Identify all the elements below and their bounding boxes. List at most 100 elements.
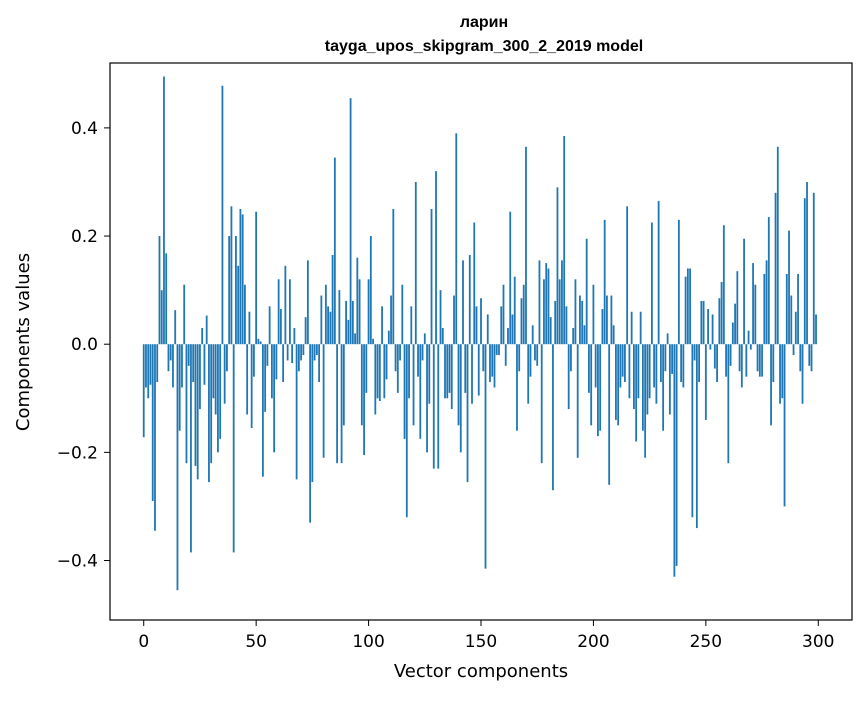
bar xyxy=(408,344,410,399)
bar xyxy=(518,344,521,372)
bar xyxy=(430,209,433,345)
bar xyxy=(734,303,736,345)
bar xyxy=(711,314,714,345)
bars-group xyxy=(142,76,817,591)
bar xyxy=(498,344,500,356)
bar xyxy=(713,344,716,369)
bar xyxy=(426,344,428,453)
bar xyxy=(657,200,660,345)
bar xyxy=(412,344,415,426)
y-axis-label: Components values xyxy=(13,253,34,431)
bar xyxy=(315,344,318,356)
bar xyxy=(671,344,674,374)
bar xyxy=(270,344,273,399)
bar xyxy=(405,344,408,518)
bar xyxy=(178,344,181,431)
bar xyxy=(151,344,154,502)
bar xyxy=(282,344,285,383)
bar xyxy=(556,187,559,345)
bar xyxy=(464,344,467,393)
bar xyxy=(396,344,399,393)
bar xyxy=(266,344,269,366)
y-tick-label: −0.2 xyxy=(57,443,98,463)
bar xyxy=(444,344,446,399)
bar xyxy=(324,284,327,345)
bar xyxy=(668,344,671,415)
chart-subtitle: tayga_upos_skipgram_300_2_2019 model xyxy=(325,38,643,55)
bar xyxy=(295,344,298,480)
bar xyxy=(354,333,356,345)
bar xyxy=(417,344,419,377)
y-tick-label: 0.0 xyxy=(71,335,98,355)
bar xyxy=(302,344,305,356)
bar xyxy=(268,306,271,345)
bar xyxy=(264,344,267,412)
bar xyxy=(594,344,597,388)
bar xyxy=(788,230,790,345)
bar xyxy=(779,344,781,404)
bar xyxy=(349,98,352,345)
bar xyxy=(235,236,237,345)
bar xyxy=(441,327,444,345)
bar xyxy=(554,300,557,345)
bar xyxy=(257,338,260,345)
bar xyxy=(576,344,579,458)
bar xyxy=(610,295,613,345)
bar xyxy=(246,344,249,415)
bar xyxy=(351,300,354,345)
bar xyxy=(439,290,442,345)
bar xyxy=(581,300,584,345)
bar xyxy=(196,344,199,480)
bar xyxy=(579,295,581,345)
bar xyxy=(673,344,676,577)
bar xyxy=(749,344,752,350)
bar xyxy=(363,344,365,456)
bar xyxy=(536,344,539,366)
bar xyxy=(435,171,437,345)
bar xyxy=(504,344,507,366)
bar xyxy=(812,192,815,345)
bar xyxy=(601,309,604,345)
bar xyxy=(567,344,570,410)
bar xyxy=(297,344,300,372)
bar xyxy=(174,310,177,345)
bar xyxy=(165,253,168,345)
bar xyxy=(477,344,480,396)
bar xyxy=(666,333,669,345)
bar xyxy=(691,344,694,518)
bar xyxy=(340,344,343,464)
bar xyxy=(655,344,658,404)
bar xyxy=(633,344,635,410)
bar xyxy=(790,295,793,345)
bar xyxy=(794,311,797,345)
bar xyxy=(513,276,516,345)
bar xyxy=(318,344,321,383)
bar xyxy=(169,344,172,361)
bar xyxy=(462,260,464,345)
bar xyxy=(199,344,201,410)
bar xyxy=(419,344,422,439)
bar xyxy=(482,344,485,372)
bar xyxy=(585,238,588,345)
bar xyxy=(810,344,813,372)
bar xyxy=(626,206,629,345)
bar xyxy=(727,344,730,464)
bar xyxy=(228,236,231,345)
bar xyxy=(702,300,705,345)
bar xyxy=(214,344,217,415)
bar xyxy=(662,344,665,431)
bar xyxy=(682,344,685,388)
bar xyxy=(675,344,678,566)
bar xyxy=(677,219,680,345)
bar xyxy=(704,344,707,420)
bar xyxy=(756,344,759,372)
bar xyxy=(716,344,718,383)
bar xyxy=(700,300,703,345)
bar xyxy=(763,273,766,345)
bar xyxy=(446,344,449,399)
bar xyxy=(630,311,633,345)
bar xyxy=(459,344,462,453)
bar xyxy=(313,344,316,361)
bar xyxy=(493,344,496,388)
bar xyxy=(423,333,426,345)
